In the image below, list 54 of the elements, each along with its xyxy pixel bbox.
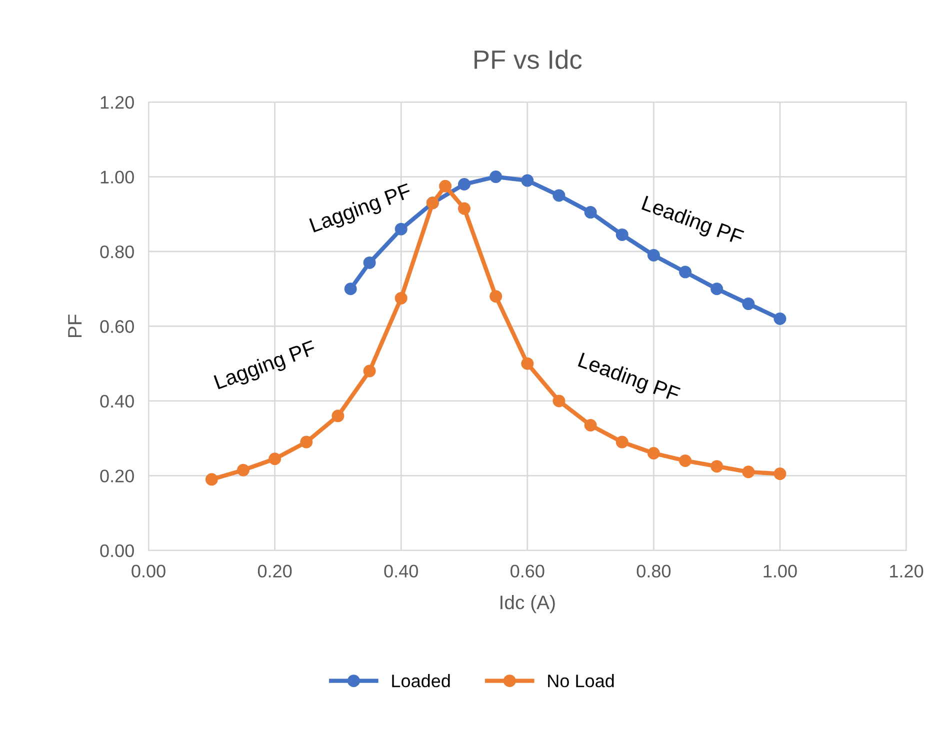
point (363, 256, 376, 269)
annotation: Lagging PF (308, 182, 414, 236)
point (439, 180, 452, 192)
x-tick-label: 0.20 (258, 564, 292, 578)
point (458, 202, 470, 215)
point (394, 222, 408, 236)
x-tick-label: 0.60 (510, 564, 544, 578)
y-tick-label: 0.20 (100, 470, 134, 482)
y-tick-label: 0.60 (100, 320, 134, 333)
point (710, 282, 724, 296)
point (584, 206, 597, 219)
point (521, 174, 534, 187)
point (490, 290, 502, 303)
point (616, 228, 628, 241)
x-tick-label: 0.00 (132, 564, 166, 578)
point (679, 266, 692, 278)
y-tick-label: 1.00 (100, 170, 134, 184)
point (742, 298, 755, 310)
x-tick-label: 0.80 (636, 564, 671, 578)
annotation: Lagging PF (213, 340, 318, 394)
y-tick-label: 1.20 (100, 96, 134, 109)
x-axis-title: Idc (A) (500, 595, 555, 614)
point (458, 178, 470, 191)
y-tick-label: 0.80 (100, 245, 134, 258)
point (552, 189, 566, 202)
point (710, 460, 724, 473)
chart-title: PF vs Idc (474, 50, 582, 69)
y-tick-label: 0.00 (100, 544, 134, 558)
x-tick-label: 1.00 (764, 564, 797, 578)
point (268, 452, 282, 466)
point (647, 248, 660, 262)
y-axis-title: PF (68, 314, 82, 338)
point (490, 170, 502, 184)
y-tick-label: 0.40 (100, 394, 134, 408)
point (363, 364, 376, 378)
point (584, 418, 597, 432)
legend-label: Loaded (392, 674, 450, 688)
point (332, 410, 344, 422)
x-tick-label: 1.20 (890, 564, 924, 578)
point (774, 312, 786, 326)
point (552, 394, 566, 408)
point (742, 466, 755, 478)
x-tick-label: 0.40 (384, 564, 418, 578)
point (394, 292, 408, 304)
point (616, 436, 628, 448)
point (236, 464, 250, 476)
point (647, 447, 660, 460)
legend-label: No Load (548, 674, 614, 688)
point (679, 454, 692, 467)
point (774, 468, 786, 480)
point (205, 473, 218, 486)
point (344, 282, 357, 296)
point (521, 357, 534, 370)
point (300, 436, 313, 448)
